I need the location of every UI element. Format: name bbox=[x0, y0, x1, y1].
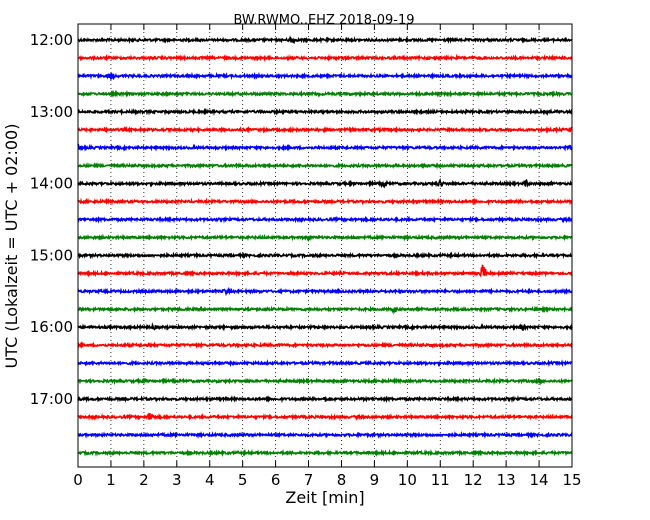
x-tick-label-3: 3 bbox=[172, 471, 182, 489]
y-tick-label-14:00: 14:00 bbox=[30, 175, 73, 193]
y-tick-label-17:00: 17:00 bbox=[30, 390, 73, 408]
x-tick-label-14: 14 bbox=[530, 471, 549, 489]
x-tick-label-15: 15 bbox=[562, 471, 581, 489]
plot-frame bbox=[77, 23, 573, 468]
x-tick-label-12: 12 bbox=[464, 471, 483, 489]
trace-15:45 bbox=[77, 305, 573, 315]
x-tick-label-0: 0 bbox=[73, 471, 83, 489]
trace-14:00 bbox=[77, 177, 573, 189]
x-axis: 0 1 2 3 4 5 6 7 8 9 10 11 12 13 14 15 bbox=[73, 24, 582, 489]
x-tick-label-6: 6 bbox=[271, 471, 281, 489]
trace-13:45 bbox=[77, 161, 573, 170]
trace-12:00 bbox=[77, 35, 573, 45]
trace-13:00 bbox=[77, 107, 573, 117]
x-axis-label: Zeit [min] bbox=[285, 488, 364, 507]
y-tick-label-12:00: 12:00 bbox=[30, 31, 73, 49]
x-tick-label-4: 4 bbox=[205, 471, 215, 489]
trace-16:15 bbox=[77, 341, 573, 350]
trace-17:30 bbox=[77, 430, 573, 440]
x-tick-label-2: 2 bbox=[139, 471, 149, 489]
y-tick-label-16:00: 16:00 bbox=[30, 318, 73, 336]
trace-13:30 bbox=[77, 143, 573, 152]
x-tick-label-5: 5 bbox=[238, 471, 248, 489]
x-tick-label-11: 11 bbox=[431, 471, 450, 489]
trace-15:30 bbox=[77, 286, 573, 297]
trace-12:45 bbox=[77, 89, 573, 99]
y-axis-label: UTC (Lokalzeit = UTC + 02:00) bbox=[2, 124, 21, 369]
trace-17:15 bbox=[77, 412, 573, 422]
y-tick-label-15:00: 15:00 bbox=[30, 246, 73, 264]
trace-12:15 bbox=[77, 53, 573, 63]
trace-16:45 bbox=[77, 376, 573, 386]
trace-16:30 bbox=[77, 359, 573, 368]
trace-13:15 bbox=[77, 125, 573, 134]
x-tick-label-13: 13 bbox=[497, 471, 516, 489]
trace-14:45 bbox=[77, 233, 573, 243]
trace-17:45 bbox=[77, 448, 573, 458]
y-tick-label-13:00: 13:00 bbox=[30, 103, 73, 121]
chart-title: BW.RWMO..EHZ 2018-09-19 bbox=[233, 13, 414, 28]
x-tick-label-7: 7 bbox=[304, 471, 314, 489]
trace-12:30 bbox=[77, 71, 573, 81]
trace-group bbox=[77, 35, 573, 458]
x-tick-label-8: 8 bbox=[337, 471, 347, 489]
y-axis: 12:00 13:00 14:00 15:00 16:00 17:00 bbox=[30, 31, 572, 408]
trace-14:30 bbox=[77, 215, 573, 224]
trace-14:15 bbox=[77, 197, 573, 206]
trace-17:00 bbox=[77, 395, 573, 404]
x-tick-label-9: 9 bbox=[370, 471, 380, 489]
x-tick-label-1: 1 bbox=[106, 471, 116, 489]
x-tick-label-10: 10 bbox=[398, 471, 417, 489]
trace-15:00 bbox=[77, 251, 573, 260]
trace-15:15 bbox=[77, 264, 573, 278]
trace-16:00 bbox=[77, 322, 573, 332]
